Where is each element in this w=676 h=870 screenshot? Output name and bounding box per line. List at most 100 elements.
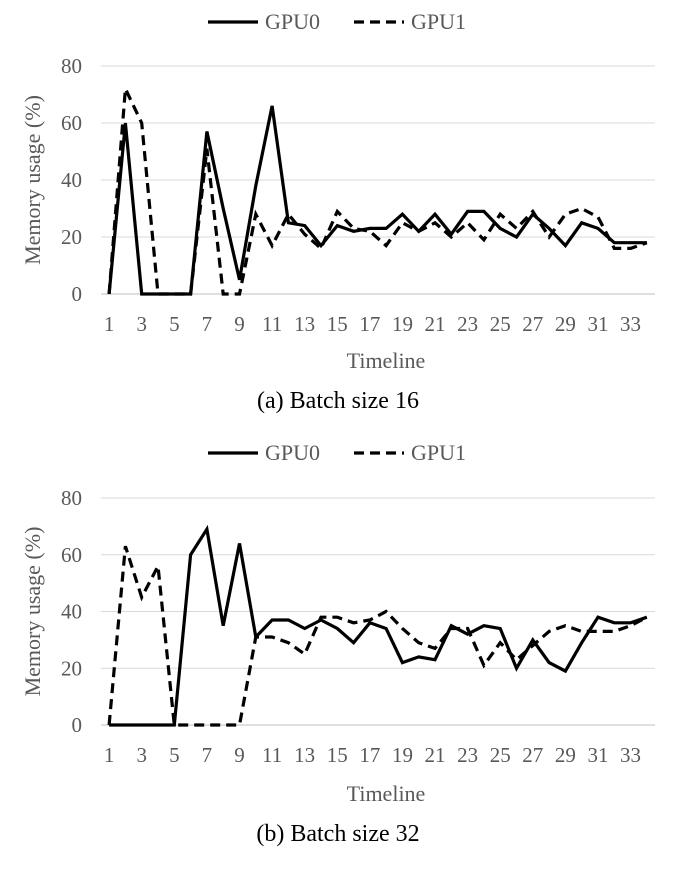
chart-a-point-gpu1 <box>108 292 111 295</box>
chart-a-point-gpu0 <box>336 224 339 227</box>
chart-a-x-tick-label: 25 <box>490 312 511 336</box>
chart-b-x-tick-label: 15 <box>327 743 348 767</box>
chart-b-y-tick-label: 60 <box>61 543 82 567</box>
chart-b-y-tick-label: 20 <box>61 656 82 680</box>
chart-b-point-gpu0 <box>531 638 534 641</box>
chart-b-point-gpu1 <box>401 627 404 630</box>
chart-a-point-gpu0 <box>303 224 306 227</box>
chart-b-point-gpu1 <box>238 723 241 726</box>
chart-b-caption: (b) Batch size 32 <box>256 821 420 847</box>
chart-b-point-gpu1 <box>156 565 159 568</box>
chart-b-legend-label-gpu1: GPU1 <box>411 440 466 465</box>
chart-a-point-gpu1 <box>156 292 159 295</box>
chart-a-x-tick-label: 23 <box>457 312 478 336</box>
chart-a-point-gpu1 <box>319 247 322 250</box>
chart-b-point-gpu0 <box>596 616 599 619</box>
chart-b-y-tick-label: 80 <box>61 486 82 510</box>
chart-b-point-gpu1 <box>140 596 143 599</box>
chart-b-point-gpu0 <box>156 723 159 726</box>
chart-a-point-gpu1 <box>287 213 290 216</box>
chart-a-point-gpu0 <box>287 221 290 224</box>
chart-a-x-tick-label: 11 <box>262 312 282 336</box>
chart-b-point-gpu1 <box>108 723 111 726</box>
chart-a-y-tick-label: 20 <box>61 225 82 249</box>
chart-b-x-tick-label: 29 <box>555 743 576 767</box>
chart-a-x-tick-label: 21 <box>425 312 446 336</box>
chart-a-point-gpu0 <box>613 241 616 244</box>
chart-a-point-gpu1 <box>352 227 355 230</box>
chart-b-point-gpu1 <box>352 621 355 624</box>
chart-a-point-gpu1 <box>645 241 648 244</box>
chart-a-point-gpu1 <box>222 292 225 295</box>
chart-a-point-gpu1 <box>613 247 616 250</box>
chart-a-point-gpu0 <box>140 292 143 295</box>
chart-a-x-tick-label: 31 <box>587 312 608 336</box>
chart-a-point-gpu0 <box>401 213 404 216</box>
chart-b-point-gpu0 <box>629 621 632 624</box>
chart-a-point-gpu1 <box>531 210 534 213</box>
chart-a-point-gpu0 <box>124 121 127 124</box>
chart-b-x-tick-label: 3 <box>136 743 147 767</box>
chart-a-x-tick-label: 13 <box>294 312 315 336</box>
chart-b-point-gpu0 <box>336 627 339 630</box>
chart-a-point-gpu1 <box>336 210 339 213</box>
chart-b-x-tick-label: 17 <box>359 743 380 767</box>
chart-b-point-gpu1 <box>303 652 306 655</box>
chart-a-point-gpu1 <box>189 292 192 295</box>
chart-a-point-gpu1 <box>270 244 273 247</box>
chart-b-y-tick-label: 40 <box>61 600 82 624</box>
chart-b-point-gpu0 <box>450 624 453 627</box>
chart-a-point-gpu1 <box>547 235 550 238</box>
chart-a-caption: (a) Batch size 16 <box>257 388 419 414</box>
chart-b-point-gpu1 <box>629 624 632 627</box>
chart-b-point-gpu0 <box>482 624 485 627</box>
chart-a-legend-label-gpu1: GPU1 <box>411 9 466 34</box>
chart-a-series-line-gpu0 <box>107 105 647 296</box>
chart-b-point-gpu0 <box>303 627 306 630</box>
chart-a-legend-label-gpu0: GPU0 <box>265 9 320 34</box>
chart-b-x-tick-label: 9 <box>234 743 245 767</box>
chart-a-x-tick-label: 29 <box>555 312 576 336</box>
chart-b-legend-label-gpu0: GPU0 <box>265 440 320 465</box>
chart-b-point-gpu1 <box>482 664 485 667</box>
chart-b-point-gpu0 <box>547 661 550 664</box>
chart-a-point-gpu1 <box>205 147 208 150</box>
chart-b-point-gpu1 <box>417 641 420 644</box>
chart-a-x-tick-label: 9 <box>234 312 245 336</box>
chart-b-point-gpu1 <box>499 641 502 644</box>
chart-a-x-tick-label: 19 <box>392 312 413 336</box>
chart-b-x-tick-label: 19 <box>392 743 413 767</box>
chart-b-point-gpu0 <box>189 553 192 556</box>
chart-b-point-gpu0 <box>140 723 143 726</box>
chart-a-x-tick-label: 3 <box>136 312 147 336</box>
chart-b-point-gpu1 <box>222 723 225 726</box>
chart-b-point-gpu1 <box>385 610 388 613</box>
chart-b-point-gpu0 <box>287 618 290 621</box>
chart-a-point-gpu1 <box>124 87 127 90</box>
chart-a-x-tick-label: 1 <box>104 312 115 336</box>
chart-b-x-tick-label: 7 <box>202 743 213 767</box>
chart-b-point-gpu1 <box>124 545 127 548</box>
chart-b-point-gpu0 <box>222 624 225 627</box>
chart-a-point-gpu1 <box>515 227 518 230</box>
chart-b-y-tick-label: 0 <box>72 713 83 737</box>
chart-a-point-gpu0 <box>352 230 355 233</box>
chart-b-point-gpu0 <box>417 655 420 658</box>
chart-b-x-tick-label: 11 <box>262 743 282 767</box>
chart-a-point-gpu1 <box>140 121 143 124</box>
chart-b-point-gpu0 <box>499 627 502 630</box>
chart-a-point-gpu0 <box>205 130 208 133</box>
chart-b-point-gpu1 <box>466 627 469 630</box>
chart-b-point-gpu0 <box>433 658 436 661</box>
chart-a-point-gpu1 <box>417 230 420 233</box>
chart-b-point-gpu1 <box>596 630 599 633</box>
chart-a-point-gpu0 <box>596 227 599 230</box>
chart-panel-a: 0 20 40 60 80 1 3 5 7 9 11 13 15 17 19 21 23 25 27 29 31 33 Ti… <box>20 9 655 414</box>
chart-a-x-axis-label: Timeline <box>347 348 426 373</box>
chart-a-point-gpu0 <box>482 210 485 213</box>
chart-a-y-tick-label: 0 <box>72 282 83 306</box>
chart-b-x-tick-label: 21 <box>425 743 446 767</box>
chart-a-point-gpu0 <box>466 210 469 213</box>
chart-b-point-gpu0 <box>401 661 404 664</box>
chart-a-point-gpu1 <box>303 233 306 236</box>
